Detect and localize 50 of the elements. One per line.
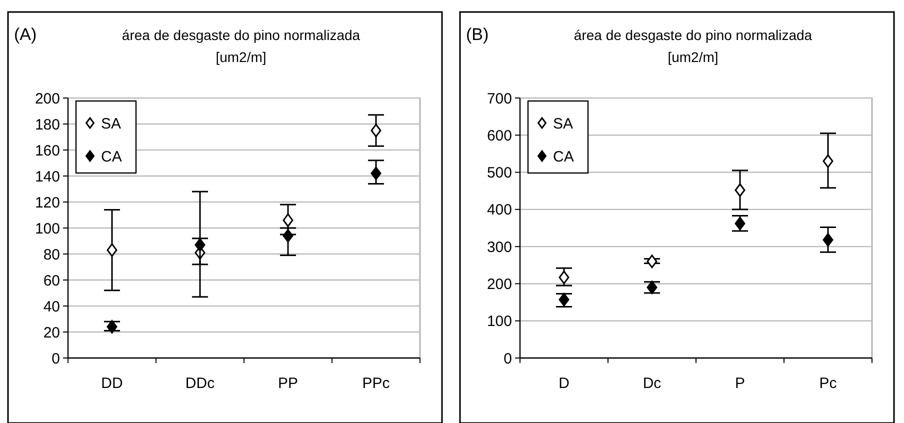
y-tick-label: 120 bbox=[34, 194, 60, 212]
point bbox=[822, 154, 834, 168]
chart-title: área de desgaste do pino normalizada [um2/m] bbox=[574, 27, 812, 65]
point bbox=[646, 280, 658, 294]
point bbox=[646, 254, 658, 268]
x-tick-label: P bbox=[734, 375, 746, 392]
point bbox=[282, 213, 294, 227]
legend-label: SA bbox=[101, 115, 122, 132]
legend-label: CA bbox=[553, 148, 574, 166]
y-tick-label: 0 bbox=[504, 350, 512, 368]
y-tick-label: 0 bbox=[52, 350, 60, 368]
y-tick-label: 60 bbox=[43, 272, 60, 290]
legend-label: CA bbox=[101, 148, 122, 166]
point bbox=[370, 124, 382, 138]
x-tick-label: PPc bbox=[362, 375, 390, 392]
x-tick-label: D bbox=[558, 375, 570, 392]
y-tick-label: 600 bbox=[486, 127, 512, 144]
point bbox=[734, 216, 746, 230]
y-tick-label: 180 bbox=[34, 116, 60, 134]
text: (A) bbox=[14, 25, 37, 44]
y-tick-label: 300 bbox=[486, 238, 512, 256]
y-tick-label: 200 bbox=[486, 276, 512, 293]
y-tick-label: 20 bbox=[43, 324, 60, 342]
point bbox=[282, 229, 294, 243]
x-tick-label: DD bbox=[101, 375, 123, 392]
point bbox=[558, 292, 570, 306]
y-tick-label: 100 bbox=[34, 220, 60, 238]
point bbox=[558, 270, 570, 284]
legend-label: SA bbox=[553, 115, 574, 132]
x-tick-label: PP bbox=[278, 375, 298, 392]
y-tick-label: 700 bbox=[486, 90, 512, 108]
chart-title: área de desgaste do pino normalizada [um2/m] bbox=[122, 27, 360, 65]
y-tick-label: 100 bbox=[486, 313, 512, 330]
text: (B) bbox=[466, 25, 489, 44]
x-tick-label: Pc bbox=[819, 375, 838, 392]
point bbox=[734, 183, 746, 197]
y-tick-label: 160 bbox=[34, 142, 60, 160]
point bbox=[822, 233, 834, 247]
y-tick-label: 400 bbox=[486, 202, 512, 219]
y-tick-label: 40 bbox=[43, 298, 60, 316]
point bbox=[194, 238, 206, 252]
y-tick-label: 200 bbox=[34, 90, 60, 108]
x-tick-label: Dc bbox=[642, 375, 662, 392]
x-tick-label: DDc bbox=[185, 375, 216, 392]
y-tick-label: 500 bbox=[486, 164, 512, 182]
point bbox=[106, 320, 118, 334]
y-tick-label: 140 bbox=[34, 168, 60, 186]
point bbox=[106, 243, 118, 257]
y-tick-label: 80 bbox=[43, 246, 60, 264]
point bbox=[370, 166, 382, 180]
